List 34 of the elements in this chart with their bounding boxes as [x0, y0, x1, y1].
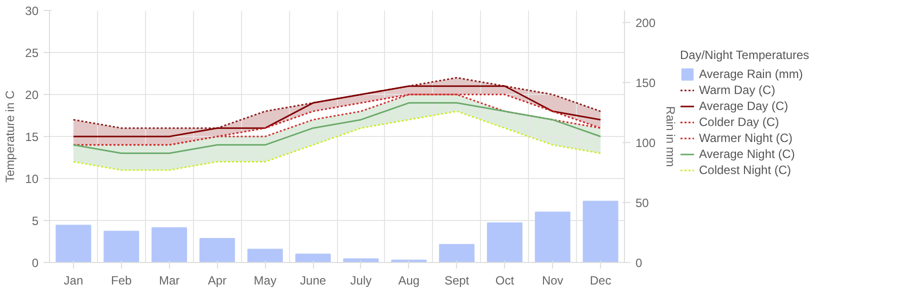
y2-tick-label: 100 — [636, 136, 656, 150]
y2-tick-label: 50 — [636, 196, 650, 210]
x-tick-label: Jan — [64, 274, 84, 288]
y-tick-label: 20 — [25, 88, 39, 102]
legend-label: Average Rain (mm) — [699, 67, 803, 81]
y2-tick-label: 200 — [636, 16, 656, 30]
y-tick-label: 30 — [25, 4, 39, 18]
legend-label: Average Day (C) — [699, 99, 788, 113]
x-tick-label: July — [350, 274, 372, 288]
y2-axis-title: Rain in mm — [664, 106, 678, 167]
y-tick-label: 15 — [25, 130, 39, 144]
y2-tick-label: 150 — [636, 76, 656, 90]
x-tick-label: Apr — [208, 274, 227, 288]
legend-label: Average Night (C) — [699, 147, 795, 161]
legend-label: Warmer Night (C) — [699, 131, 793, 145]
x-tick-label: Aug — [398, 274, 420, 288]
legend-label: Coldest Night (C) — [699, 163, 792, 177]
y-tick-label: 5 — [32, 214, 39, 228]
y-axis-title: Temperature in C — [3, 90, 18, 183]
x-tick-label: Feb — [111, 274, 132, 288]
x-tick-label: Nov — [542, 274, 564, 288]
x-tick-label: May — [254, 274, 276, 288]
legend-title: Day/Night Temperatures — [680, 48, 810, 62]
legend-label: Warm Day (C) — [699, 83, 776, 97]
y2-tick-label: 0 — [636, 256, 642, 270]
x-tick-label: Dec — [590, 274, 612, 288]
y-tick-label: 0 — [32, 256, 39, 270]
legend-label: Colder Day (C) — [699, 115, 780, 129]
x-tick-label: Mar — [158, 274, 180, 288]
x-tick-label: Oct — [495, 274, 515, 288]
x-tick-label: June — [300, 274, 326, 288]
x-tick-label: Sept — [444, 274, 470, 288]
y-tick-label: 25 — [25, 46, 39, 60]
y-tick-label: 10 — [25, 172, 39, 186]
